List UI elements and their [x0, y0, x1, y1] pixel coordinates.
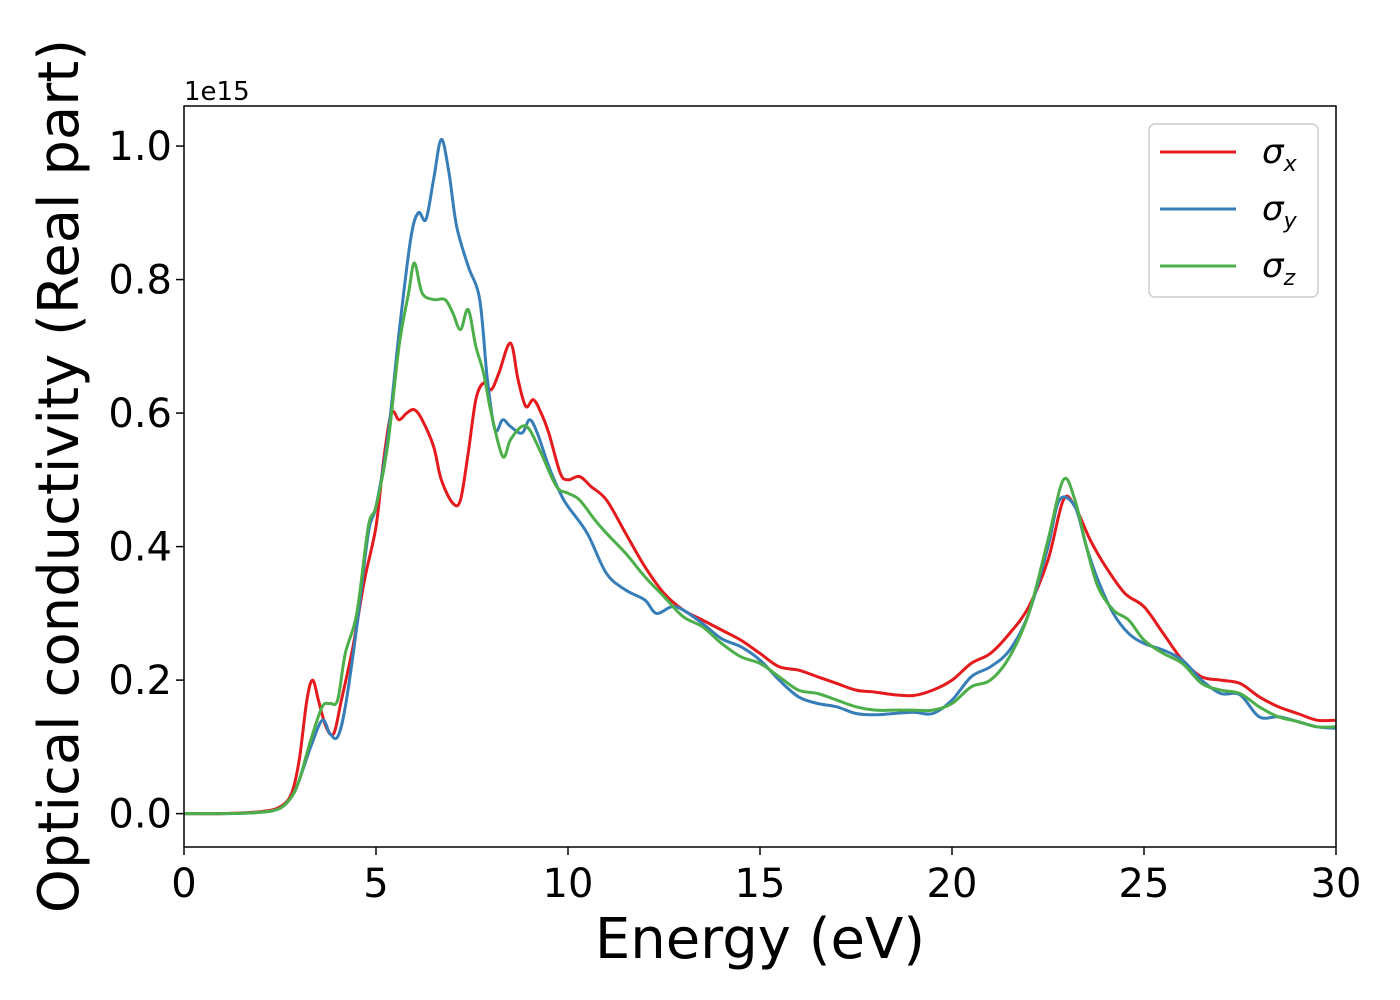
legend-symbol: σ — [1262, 246, 1285, 286]
plot-background — [184, 106, 1336, 847]
x-axis: 0 5 10 15 20 25 30 — [171, 847, 1361, 907]
y-tick-label: 0.6 — [108, 391, 172, 437]
legend-subscript: y — [1283, 209, 1298, 234]
x-tick-label: 30 — [1311, 861, 1362, 907]
x-tick-label: 5 — [363, 861, 388, 907]
legend-symbol: σ — [1262, 189, 1285, 229]
y-offset-label: 1e15 — [184, 77, 250, 107]
legend-label-y: σy — [1262, 189, 1298, 234]
y-tick-label: 0.2 — [108, 658, 172, 704]
y-tick-label: 0.0 — [108, 792, 172, 838]
legend-label-z: σz — [1262, 246, 1296, 291]
y-tick-label: 0.8 — [108, 258, 172, 304]
legend-symbol: σ — [1262, 132, 1285, 172]
y-axis: 0.0 0.2 0.4 0.6 0.8 1.0 — [108, 124, 184, 838]
legend-subscript: z — [1283, 266, 1296, 291]
series-line-x — [184, 341, 1336, 816]
y-tick-label: 1.0 — [108, 124, 172, 170]
y-tick-label: 0.4 — [108, 525, 172, 571]
x-axis-label: Energy (eV) — [595, 907, 925, 972]
series-line-z — [184, 261, 1336, 816]
legend-label-x: σx — [1262, 132, 1298, 177]
x-tick-label: 20 — [927, 861, 978, 907]
series-layer — [184, 137, 1336, 816]
x-tick-label: 0 — [171, 861, 196, 907]
x-tick-label: 10 — [543, 861, 594, 907]
x-tick-label: 15 — [735, 861, 786, 907]
x-tick-label: 25 — [1119, 861, 1170, 907]
legend-subscript: x — [1283, 152, 1298, 177]
y-axis-label: Optical conductivity (Real part) — [27, 39, 92, 913]
